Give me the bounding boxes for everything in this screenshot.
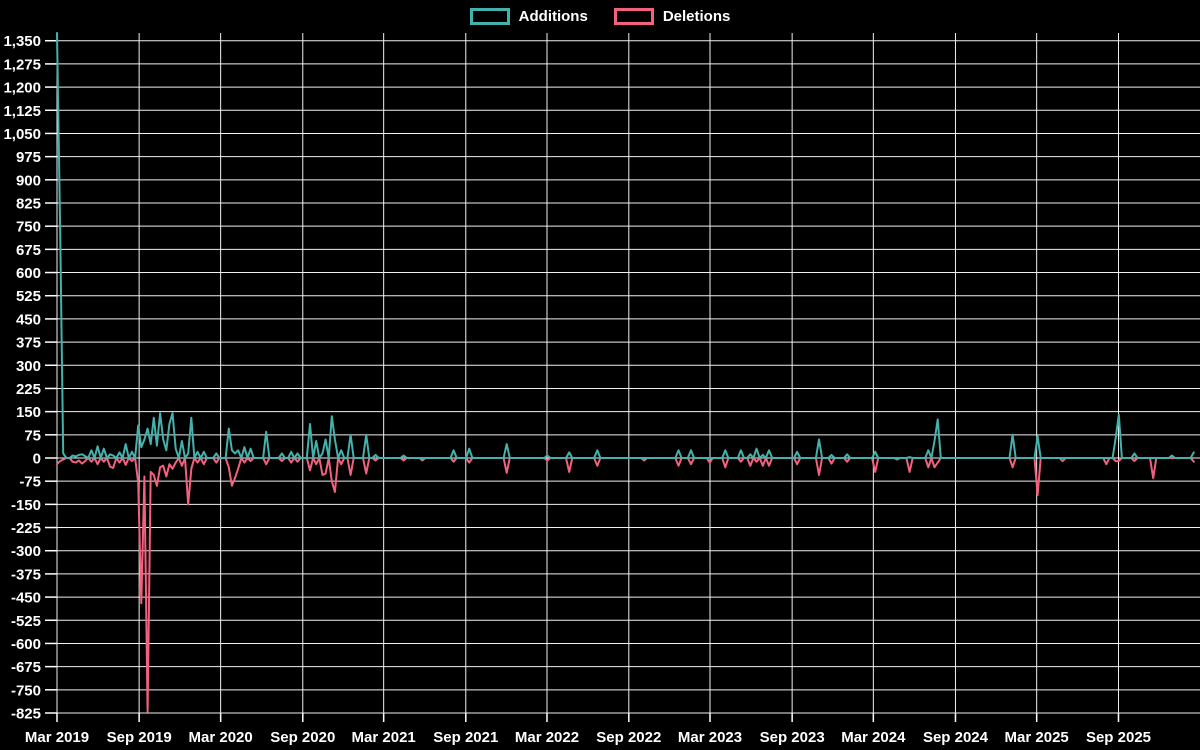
y-tick-label: 525 [16,288,41,305]
y-tick-label: -450 [11,590,41,607]
y-tick-label: 600 [16,265,41,282]
x-tick-label: Mar 2021 [352,729,416,746]
y-tick-label: 75 [24,427,41,444]
legend-label-deletions: Deletions [662,8,731,25]
y-tick-label: 675 [16,242,41,259]
x-tick-label: Sep 2024 [923,729,989,746]
deletions-swatch-icon [613,8,654,25]
y-tick-label: 0 [33,451,41,468]
x-tick-label: Sep 2022 [596,729,661,746]
y-tick-label: -225 [11,520,41,537]
x-tick-label: Mar 2025 [1005,729,1069,746]
additions-swatch-icon [469,8,510,25]
y-tick-label: -825 [11,706,41,723]
y-tick-label: -75 [19,474,41,491]
y-tick-label: 1,200 [3,80,41,97]
x-tick-label: Mar 2024 [841,729,906,746]
legend-item-deletions[interactable]: Deletions [613,8,731,25]
x-tick-label: Mar 2022 [515,729,579,746]
y-tick-label: 1,350 [3,33,41,50]
y-tick-label: 825 [16,196,41,213]
x-tick-label: Sep 2020 [270,729,335,746]
y-tick-label: 375 [16,335,41,352]
x-tick-label: Mar 2023 [678,729,742,746]
legend-label-additions: Additions [518,8,588,25]
y-tick-label: 450 [16,311,41,328]
deletions-line [56,457,1195,713]
x-tick-label: Mar 2020 [189,729,253,746]
chart-legend: Additions Deletions [0,8,1200,25]
y-tick-label: 1,125 [3,103,41,120]
y-tick-label: -675 [11,659,41,676]
x-tick-label: Mar 2019 [25,729,89,746]
y-tick-label: -525 [11,613,41,630]
x-tick-label: Sep 2023 [760,729,825,746]
y-tick-label: 225 [16,381,41,398]
y-tick-label: 300 [16,358,41,375]
x-tick-label: Sep 2019 [107,729,172,746]
y-tick-label: 900 [16,172,41,189]
y-tick-label: 750 [16,219,41,236]
additions-line [56,32,1195,459]
x-tick-label: Sep 2021 [433,729,498,746]
y-tick-label: 975 [16,149,41,166]
y-tick-label: -600 [11,636,41,653]
y-tick-label: 1,050 [3,126,41,143]
y-tick-label: 150 [16,404,41,421]
y-tick-label: -750 [11,682,41,699]
y-tick-label: -300 [11,543,41,560]
x-tick-label: Sep 2025 [1086,729,1151,746]
y-tick-label: 1,275 [3,56,41,73]
legend-item-additions[interactable]: Additions [469,8,588,25]
y-tick-label: -375 [11,566,41,583]
y-tick-label: -150 [11,497,41,514]
